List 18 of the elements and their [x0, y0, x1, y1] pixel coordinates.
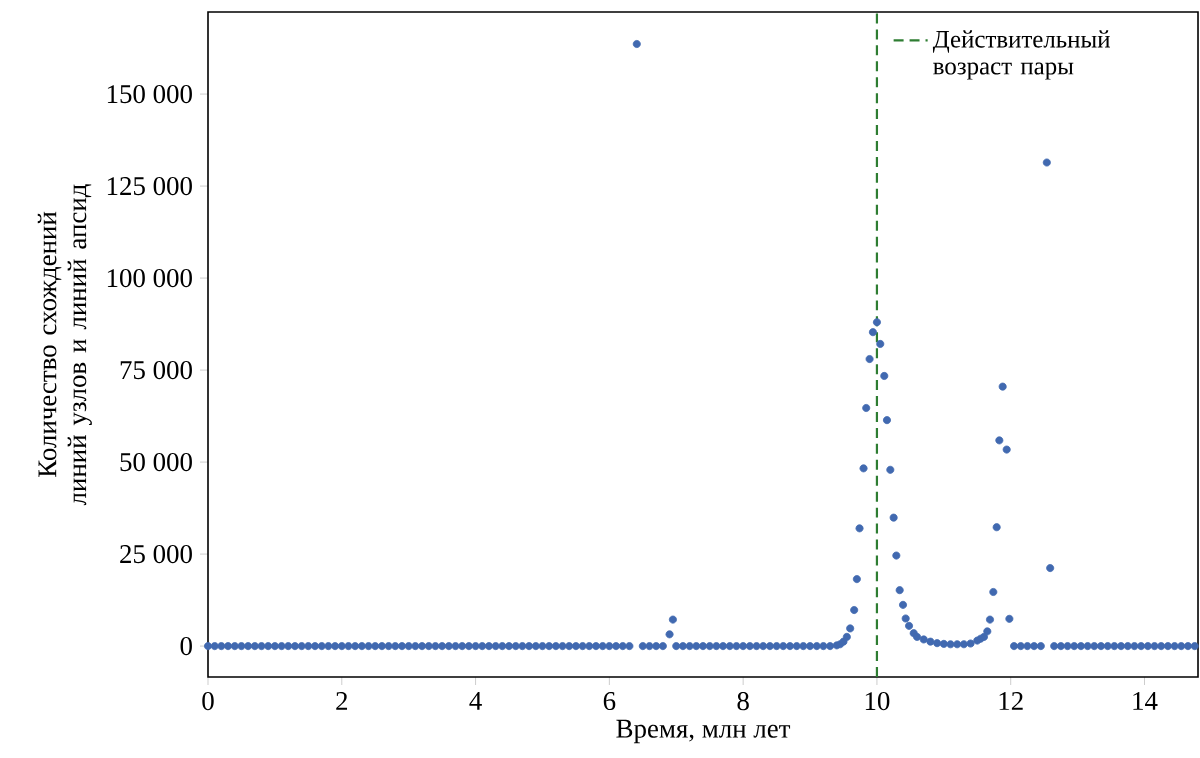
y-tick-label: 125 000: [107, 176, 192, 196]
x-tick-label: 0: [202, 692, 214, 711]
x-tick-label: 6: [603, 692, 616, 711]
ref-line-label: Действительный возраст пары: [932, 30, 1110, 80]
y-tick-label: 50 000: [120, 452, 192, 472]
x-tick-label: 4: [469, 692, 482, 710]
x-tick-label: 12: [999, 692, 1023, 710]
x-tick-label: 10: [865, 692, 890, 711]
y-axis-title: Количество схождений линий узлов и линий апсид: [37, 184, 92, 506]
x-tick-label: 2: [336, 692, 348, 710]
x-tick-label: 8: [737, 692, 749, 711]
y-tick-label: 0: [180, 636, 192, 656]
y-tick-label: 25 000: [120, 544, 192, 564]
y-tick-label: 100 000: [107, 268, 192, 288]
x-tick-label: 14: [1133, 692, 1158, 710]
y-tick-label: 75 000: [120, 360, 192, 380]
y-tick-label: 150 000: [107, 84, 192, 104]
x-axis-title: Время, млн лет: [616, 719, 791, 744]
